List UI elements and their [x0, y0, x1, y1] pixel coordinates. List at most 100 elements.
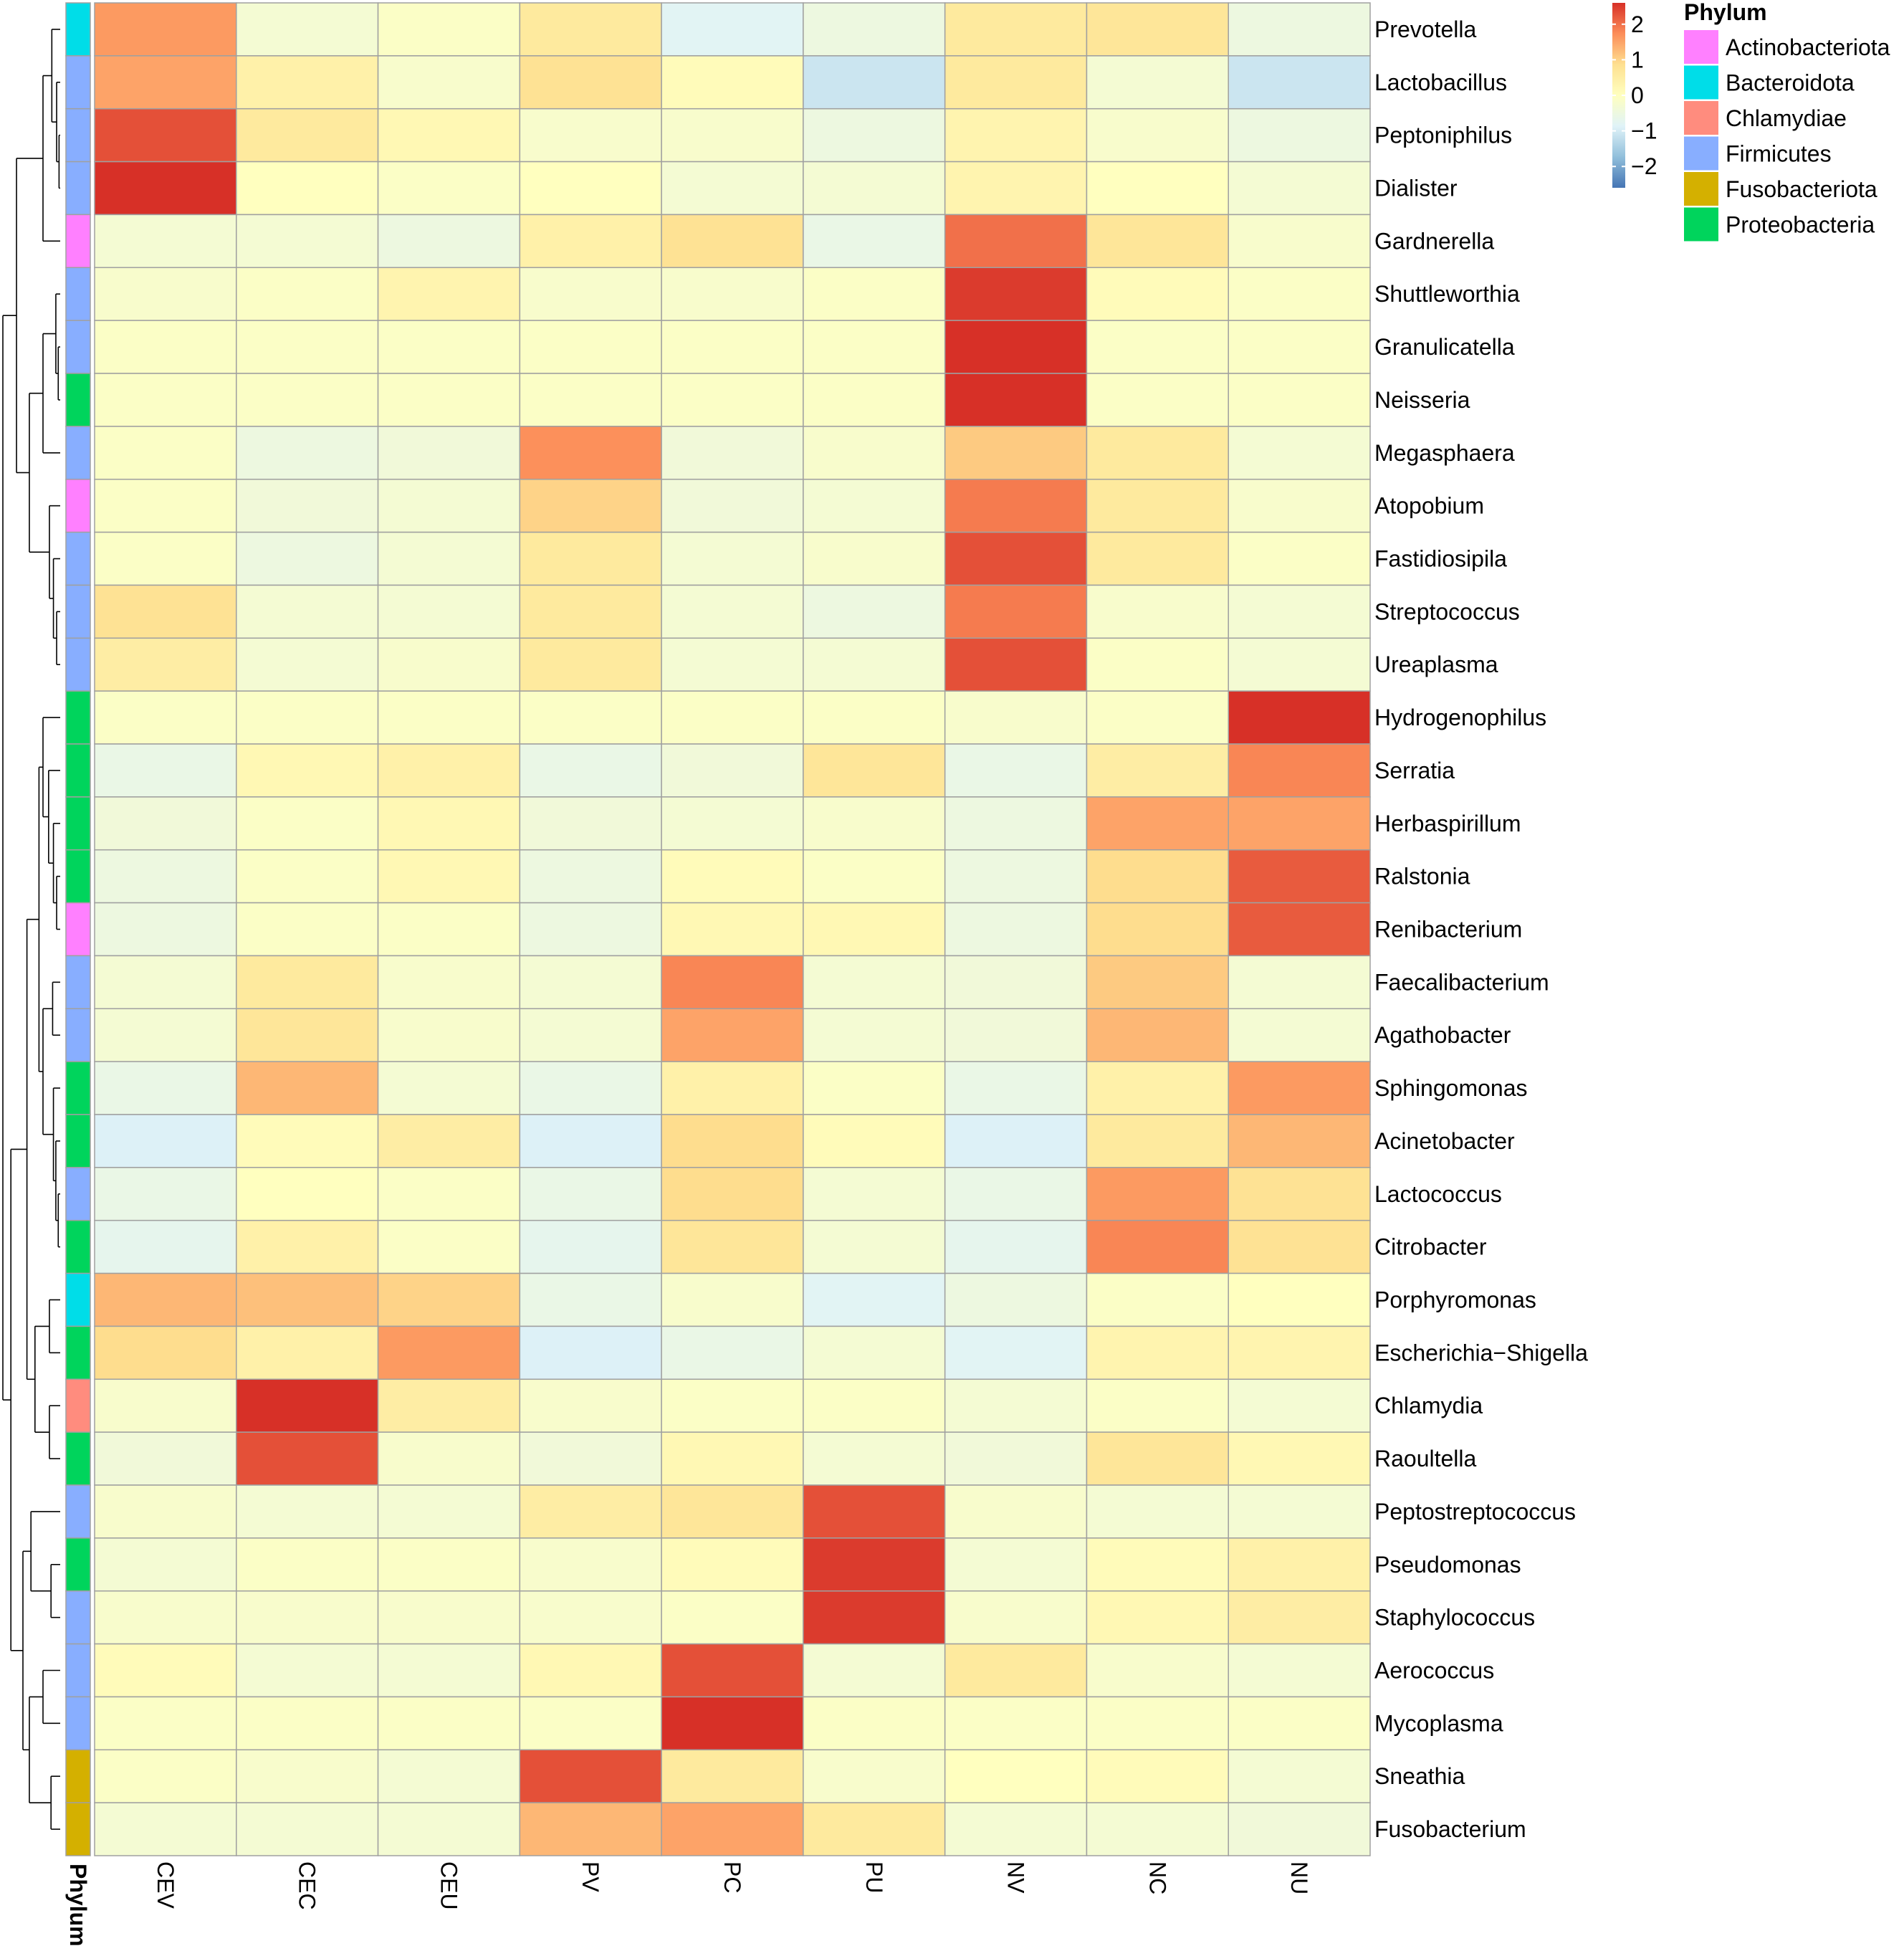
heatmap-cell [1228, 108, 1371, 163]
heatmap-cell [803, 320, 946, 374]
heatmap-cell [519, 1749, 662, 1803]
phylum-legend-swatch [1684, 172, 1718, 206]
heatmap-cell [1228, 955, 1371, 1010]
heatmap-cell [94, 1802, 237, 1856]
heatmap-cell [1086, 373, 1229, 427]
heatmap-cell [377, 584, 521, 639]
heatmap-cell [803, 1272, 946, 1327]
heatmap-cell [1228, 426, 1371, 480]
heatmap-cell [519, 161, 662, 216]
column-label: NU [1286, 1861, 1312, 1894]
heatmap-cell [803, 955, 946, 1010]
heatmap-cell [519, 1219, 662, 1274]
heatmap-cell [1086, 743, 1229, 798]
phylum-legend: Phylum Actinobacteriota Bacteroidota Chlamy… [1684, 0, 1890, 242]
heatmap-cell [803, 902, 946, 957]
heatmap-cell [1086, 320, 1229, 374]
heatmap-cell [236, 478, 379, 533]
heatmap-cell [377, 849, 521, 904]
heatmap-cell [519, 1484, 662, 1539]
phylum-annotation-cell [65, 161, 91, 216]
phylum-annotation-cell [65, 849, 91, 904]
heatmap-cell [944, 214, 1088, 269]
heatmap-cell [661, 584, 804, 639]
heatmap-cell [661, 796, 804, 851]
phylum-annotation-cell [65, 108, 91, 163]
heatmap-cell [1086, 1219, 1229, 1274]
phylum-legend-swatch [1684, 65, 1718, 100]
phylum-annotation-cell [65, 1167, 91, 1221]
row-label: Chlamydia [1374, 1393, 1483, 1418]
heatmap-cell [519, 267, 662, 321]
phylum-legend-label: Bacteroidota [1726, 70, 1855, 96]
row-label: Streptococcus [1374, 598, 1520, 624]
heatmap-cell [94, 902, 237, 957]
heatmap-cell [377, 1431, 521, 1486]
heatmap-cell [94, 320, 237, 374]
heatmap-cell [1228, 584, 1371, 639]
color-scale-label: −2 [1631, 153, 1657, 179]
heatmap-cell [944, 584, 1088, 639]
heatmap-cell [94, 426, 237, 480]
heatmap-cell [377, 1008, 521, 1062]
heatmap-cell [661, 1696, 804, 1751]
heatmap-cell [377, 796, 521, 851]
heatmap-cell [803, 1590, 946, 1645]
heatmap-cell [94, 1537, 237, 1592]
heatmap-cell [94, 690, 237, 745]
heatmap-cell [94, 531, 237, 586]
heatmap-cell [519, 214, 662, 269]
color-scale-bar [1612, 3, 1625, 188]
heatmap-cell [1086, 55, 1229, 110]
heatmap-cell [944, 1749, 1088, 1803]
heatmap-cell [94, 1696, 237, 1751]
heatmap-cell [236, 373, 379, 427]
heatmap-cell [236, 1484, 379, 1539]
heatmap-cell [944, 373, 1088, 427]
row-label: Aerococcus [1374, 1658, 1494, 1684]
heatmap-cell [519, 1802, 662, 1856]
heatmap-cell [803, 1167, 946, 1221]
row-label: Pseudomonas [1374, 1552, 1521, 1578]
heatmap-cell [661, 1590, 804, 1645]
heatmap-cell [803, 1537, 946, 1592]
heatmap-cell [1228, 1061, 1371, 1115]
heatmap-cell [94, 1272, 237, 1327]
heatmap-cell [1228, 1167, 1371, 1221]
heatmap-cell [1228, 161, 1371, 216]
phylum-annotation-cell [65, 1325, 91, 1380]
heatmap-cell [944, 1802, 1088, 1856]
heatmap-cell [94, 55, 237, 110]
phylum-annotation-cell [65, 1484, 91, 1539]
heatmap-cell [803, 1643, 946, 1698]
heatmap-cell [661, 637, 804, 692]
heatmap-cell [803, 1431, 946, 1486]
heatmap-cell [944, 1378, 1088, 1433]
heatmap-cell [236, 1325, 379, 1380]
row-label: Lactobacillus [1374, 70, 1507, 95]
phylum-annotation-cell [65, 1696, 91, 1751]
heatmap-cell [519, 1696, 662, 1751]
heatmap-cell [1086, 1537, 1229, 1592]
phylum-annotation-cell [65, 1802, 91, 1856]
heatmap-cell [519, 1643, 662, 1698]
phylum-annotation-cell [65, 426, 91, 480]
heatmap-cell [1086, 1061, 1229, 1115]
heatmap-cell [1086, 1325, 1229, 1380]
heatmap-cell [519, 1061, 662, 1115]
heatmap-cell [1228, 267, 1371, 321]
heatmap-cell [803, 108, 946, 163]
heatmap-cell [377, 373, 521, 427]
heatmap-cell [803, 2, 946, 57]
row-label: Ureaplasma [1374, 652, 1498, 677]
heatmap-cell [1228, 849, 1371, 904]
phylum-legend-swatch [1684, 101, 1718, 135]
phylum-annotation-cell [65, 1537, 91, 1592]
heatmap-cell [377, 743, 521, 798]
heatmap-cell [1228, 1749, 1371, 1803]
heatmap-cell [519, 1114, 662, 1168]
heatmap-cell [519, 108, 662, 163]
heatmap-cell [377, 531, 521, 586]
heatmap-cell [661, 373, 804, 427]
heatmap-cell [1086, 267, 1229, 321]
